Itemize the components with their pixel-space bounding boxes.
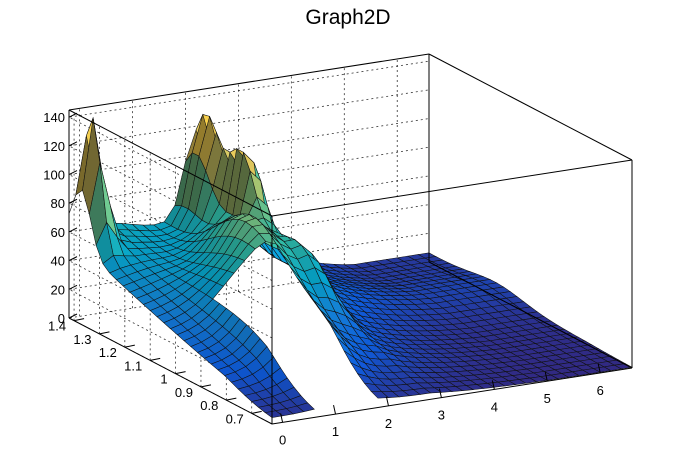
frame-edge <box>68 109 273 217</box>
z-tick-label: 0 <box>58 311 65 326</box>
z-tick-label: 20 <box>51 282 65 297</box>
tick-labels: 0204060801001201400.70.80.911.11.21.31.4… <box>43 110 604 447</box>
y-tick <box>200 384 212 388</box>
frame-edge <box>428 261 633 369</box>
x-tick-label: 6 <box>597 383 604 398</box>
z-tick <box>68 141 78 147</box>
z-tick <box>68 170 78 175</box>
x-tick-label: 1 <box>332 424 339 439</box>
surface-plot <box>68 113 633 418</box>
x-tick <box>438 388 442 398</box>
z-tick-label: 60 <box>51 225 65 240</box>
chart-title: Graph2D <box>305 6 390 29</box>
x-tick <box>491 380 495 390</box>
frame-edge <box>271 159 633 217</box>
surface-quad <box>296 402 315 413</box>
x-tick <box>385 396 389 406</box>
x-tick-label: 0 <box>279 432 286 447</box>
z-tick-label: 100 <box>43 168 65 183</box>
x-tick-label: 2 <box>385 416 392 431</box>
z-tick <box>68 227 78 233</box>
y-tick-label: 1.3 <box>73 332 91 347</box>
z-tick <box>68 284 78 290</box>
y-tick-label: 0.7 <box>226 411 244 426</box>
x-tick-label: 5 <box>544 391 551 406</box>
y-tick-label: 1 <box>160 372 167 387</box>
y-tick <box>124 344 135 348</box>
z-tick-label: 40 <box>51 254 65 269</box>
y-tick-label: 0.8 <box>200 398 218 413</box>
y-tick <box>226 397 237 401</box>
z-tick-label: 120 <box>43 139 65 154</box>
z-tick <box>68 198 78 204</box>
x-tick <box>544 372 548 382</box>
frame-edge <box>68 53 430 111</box>
y-tick <box>175 371 186 375</box>
z-tick <box>68 256 78 262</box>
y-tick <box>251 410 262 414</box>
y-tick-label: 1.2 <box>99 345 117 360</box>
z-tick-label: 80 <box>51 196 65 211</box>
y-tick <box>73 318 85 322</box>
x-tick <box>597 363 601 374</box>
y-tick <box>99 331 110 335</box>
z-tick <box>68 313 78 319</box>
y-tick-label: 1.1 <box>124 358 142 373</box>
frame-edge <box>271 367 633 425</box>
frame-edge <box>428 53 633 161</box>
surface-quad <box>613 363 633 370</box>
axes-frame <box>68 53 633 425</box>
x-tick-label: 3 <box>438 408 445 423</box>
y-tick-label: 0.9 <box>175 385 193 400</box>
x-tick-label: 4 <box>491 399 498 414</box>
y-tick-label: 1.4 <box>48 319 66 334</box>
z-tick-label: 140 <box>43 110 65 125</box>
frame-edge <box>68 317 273 425</box>
z-tick <box>68 112 78 118</box>
x-tick <box>280 413 284 423</box>
y-tick <box>150 357 161 361</box>
x-tick <box>333 405 337 415</box>
